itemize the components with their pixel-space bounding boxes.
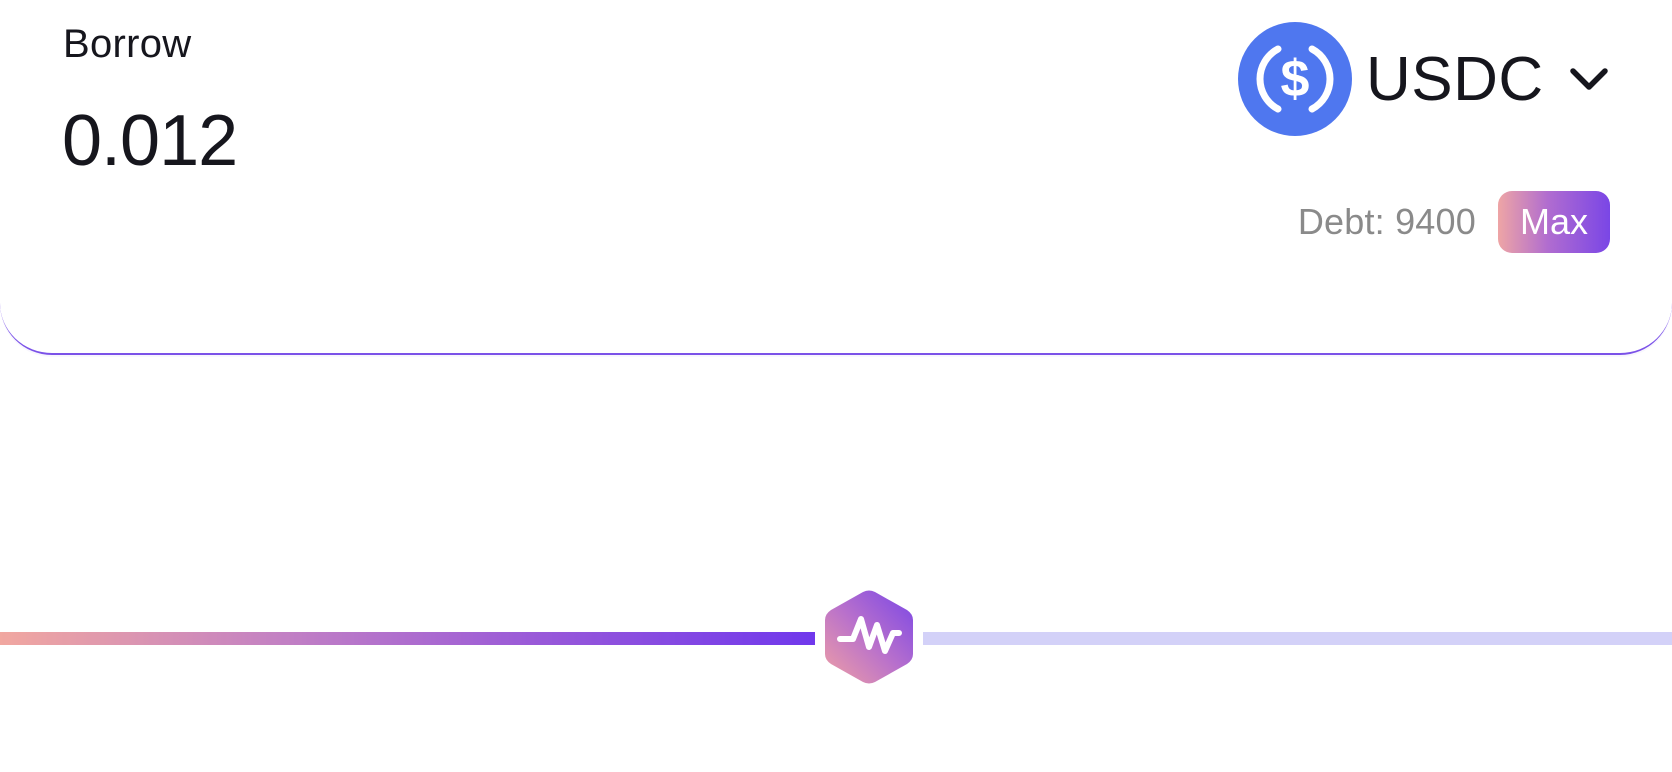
borrow-slider[interactable]: [0, 589, 1672, 689]
token-selector[interactable]: $ USDC: [1238, 22, 1612, 136]
slider-track-filled: [0, 632, 816, 645]
svg-text:$: $: [1281, 50, 1310, 108]
token-symbol: USDC: [1366, 44, 1544, 114]
borrow-card: Borrow 0.012 $ USDC Debt: 9400 Max: [0, 0, 1672, 355]
usdc-icon: $: [1238, 22, 1352, 136]
borrow-label: Borrow: [63, 22, 192, 66]
slider-track-empty: [923, 632, 1672, 645]
debt-row: Debt: 9400 Max: [1298, 191, 1610, 253]
max-button[interactable]: Max: [1497, 191, 1610, 253]
borrow-amount-input[interactable]: 0.012: [62, 101, 238, 181]
pulse-logo-icon: [825, 590, 914, 684]
slider-thumb[interactable]: [823, 589, 915, 685]
chevron-down-icon: [1569, 68, 1608, 90]
debt-text: Debt: 9400: [1297, 201, 1476, 242]
